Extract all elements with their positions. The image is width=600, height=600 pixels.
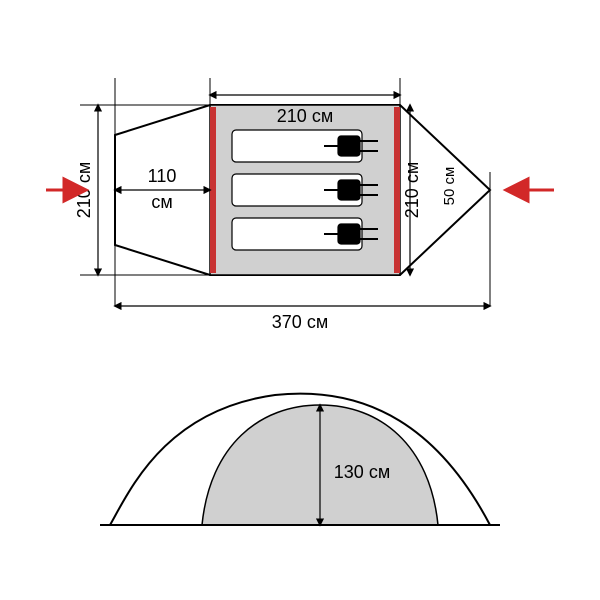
sleeping-pads [232, 130, 378, 250]
dim-side-height-label: 130 см [334, 462, 390, 482]
top-view: 210 см 110 см 210 см 210 см 50 см 370 см [46, 78, 554, 332]
side-view: 130 см [100, 394, 500, 525]
dim-inner-height-label: 210 см [402, 162, 422, 218]
pad-1 [232, 130, 378, 162]
door-left [210, 107, 216, 273]
dim-vestibule-110-label-2: см [151, 192, 172, 212]
dim-width-370-label: 370 см [272, 312, 328, 332]
door-right [394, 107, 400, 273]
pad-2 [232, 174, 378, 206]
dim-inner-width-label: 210 см [277, 106, 333, 126]
dim-vestibule-110-label-1: 110 [148, 166, 177, 186]
pad-3 [232, 218, 378, 250]
tent-diagram: 210 см 110 см 210 см 210 см 50 см 370 см… [0, 0, 600, 600]
dim-vestibule-50-label: 50 см [441, 167, 458, 206]
